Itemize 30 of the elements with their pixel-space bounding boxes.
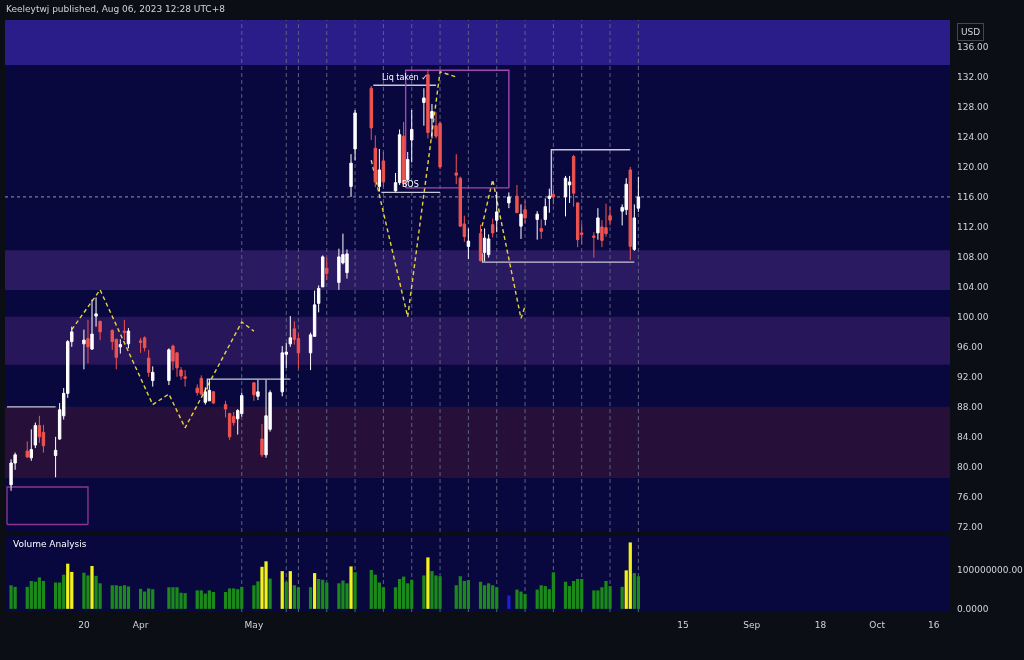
y-tick-label: 76.00 xyxy=(957,491,984,502)
x-tick-label: Apr xyxy=(132,620,149,630)
x-tick-label: Sep xyxy=(743,620,761,630)
y-tick-label: 116.00 xyxy=(957,192,989,203)
text: Volume Analysis xyxy=(13,539,87,549)
x-tick-label: May xyxy=(244,620,264,630)
y-axis-title: USD xyxy=(961,27,981,37)
text: Keeleytwj published, Aug 06, 2023 12:28 UTC+8 xyxy=(6,4,226,14)
y-tick-label: 72.00 xyxy=(957,521,984,532)
y-tick-label: 128.00 xyxy=(957,102,989,113)
y-tick-label: 132.00 xyxy=(957,72,989,83)
y-tick-label: 108.00 xyxy=(957,252,989,263)
y-tick-label: 136.00 xyxy=(957,42,989,53)
y-tick-label: 124.00 xyxy=(957,132,989,143)
x-tick-label: 16 xyxy=(928,620,940,630)
y-tick-label: 120.00 xyxy=(957,162,989,173)
y-tick-label: 104.00 xyxy=(957,282,989,293)
x-tick-label: 20 xyxy=(78,620,90,630)
y-tick-label: 100.00 xyxy=(957,312,989,323)
x-tick-label: Oct xyxy=(869,620,886,630)
y-tick-label: 0.0000 xyxy=(957,604,989,615)
y-tick-label: 84.00 xyxy=(957,431,984,442)
x-tick-label: 15 xyxy=(677,620,689,630)
y-tick-label: 88.00 xyxy=(957,401,984,412)
y-tick-label: 92.00 xyxy=(957,371,984,382)
y-tick-label: 100000000.00 xyxy=(957,564,1024,575)
y-tick-label: 96.00 xyxy=(957,342,984,352)
x-tick-label: 18 xyxy=(814,620,827,630)
y-tick-label: 112.00 xyxy=(957,222,989,233)
y-tick-label: 80.00 xyxy=(957,461,984,472)
